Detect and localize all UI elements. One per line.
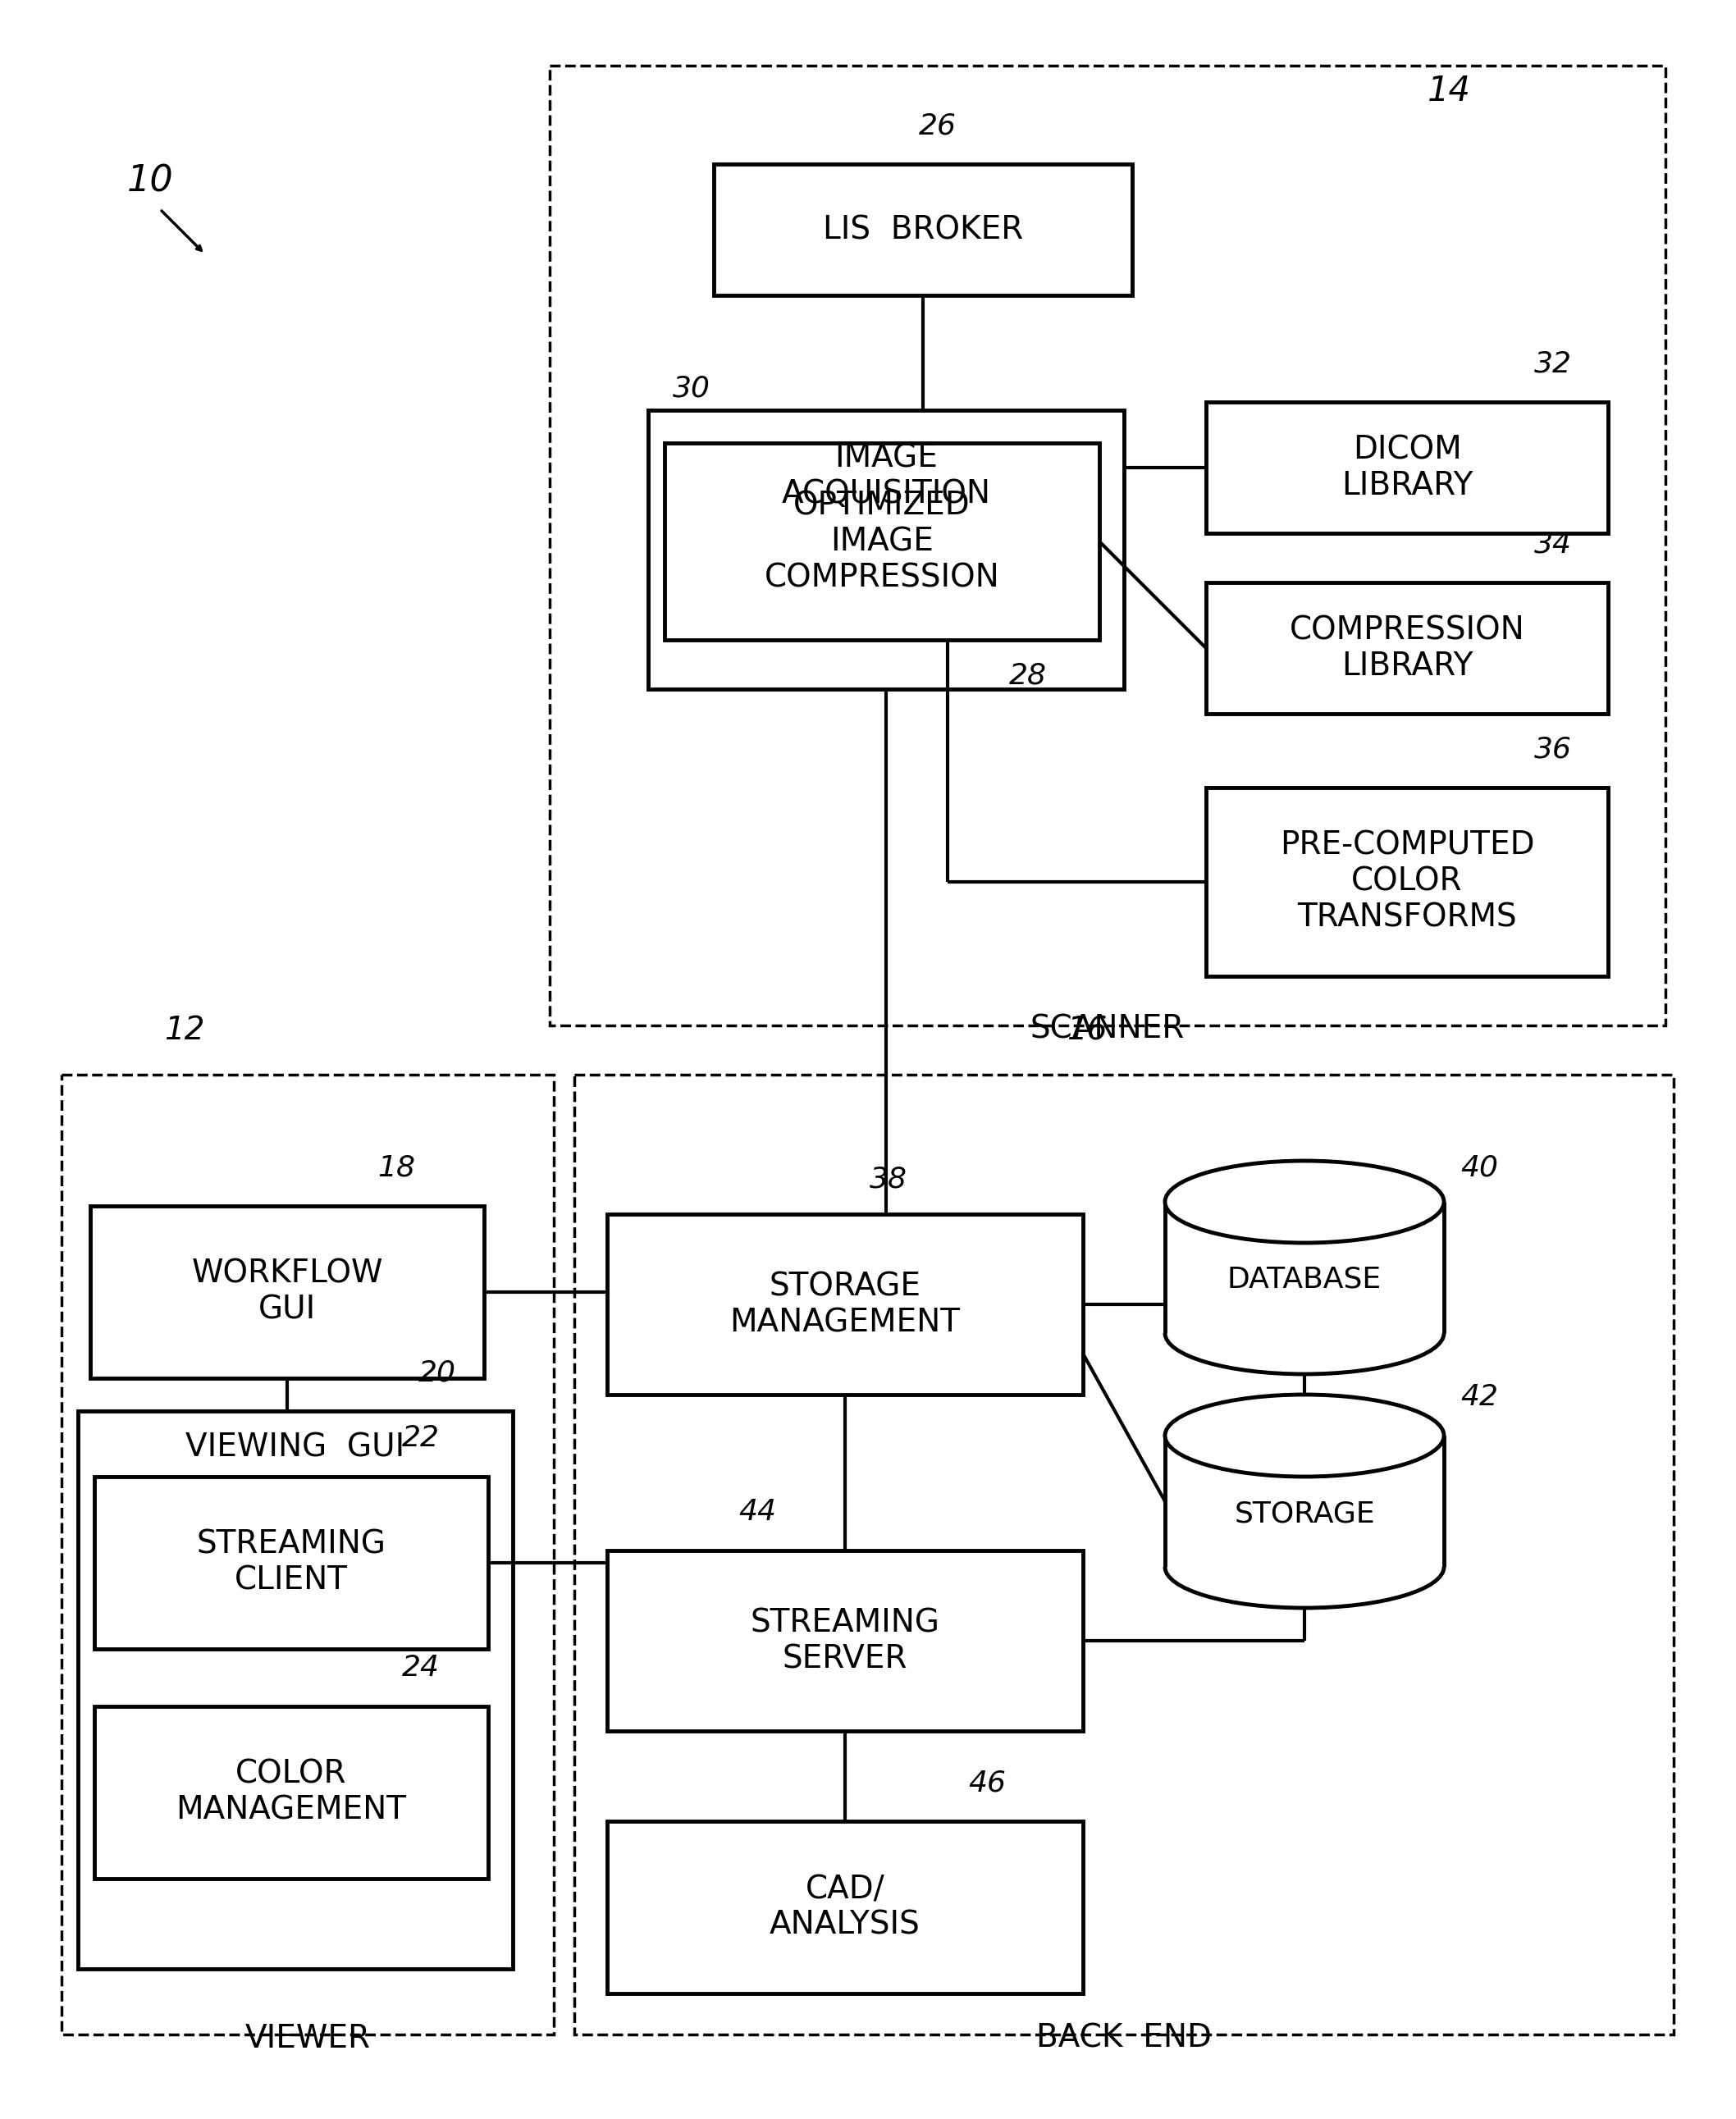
Text: 28: 28 [1009,661,1047,689]
Text: 26: 26 [918,112,957,140]
Text: STORAGE
MANAGEMENT: STORAGE MANAGEMENT [729,1271,960,1337]
Text: 22: 22 [403,1424,439,1452]
Bar [90,1206,484,1377]
Text: DICOM
LIBRARY: DICOM LIBRARY [1342,434,1472,502]
Bar [648,411,1123,689]
Bar [1165,1437,1444,1566]
Text: 12: 12 [165,1015,205,1047]
Text: VIEWING  GUI: VIEWING GUI [186,1432,404,1464]
Bar [713,163,1132,295]
Text: 24: 24 [403,1653,439,1682]
Text: BACK  END: BACK END [1036,2024,1212,2053]
Text: 14: 14 [1427,74,1470,108]
Bar [1207,788,1608,977]
Text: 36: 36 [1535,735,1571,763]
Text: COMPRESSION
LIBRARY: COMPRESSION LIBRARY [1290,615,1524,682]
Text: 32: 32 [1535,350,1571,377]
Text: WORKFLOW
GUI: WORKFLOW GUI [191,1259,384,1326]
Text: 16: 16 [1066,1015,1108,1047]
Text: IMAGE
ACQUISITION: IMAGE ACQUISITION [781,443,991,509]
Bar [550,66,1665,1026]
Text: PRE-COMPUTED
COLOR
TRANSFORMS: PRE-COMPUTED COLOR TRANSFORMS [1279,831,1535,934]
Text: 34: 34 [1535,530,1571,557]
Ellipse shape [1165,1394,1444,1477]
Text: 44: 44 [738,1498,776,1526]
Bar [608,1551,1083,1731]
Text: 40: 40 [1460,1153,1498,1180]
Text: 10: 10 [127,163,174,199]
Bar [94,1706,488,1880]
Text: 20: 20 [418,1358,457,1386]
Text: OPTIMIZED
IMAGE
COMPRESSION: OPTIMIZED IMAGE COMPRESSION [764,489,1000,593]
Bar [665,443,1099,640]
Bar [1165,1201,1444,1333]
Text: 38: 38 [870,1165,908,1193]
Text: LIS  BROKER: LIS BROKER [823,214,1023,246]
Bar [608,1820,1083,1994]
Text: CAD/
ANALYSIS: CAD/ ANALYSIS [769,1873,920,1941]
Bar [78,1411,512,1969]
Ellipse shape [1165,1161,1444,1244]
Text: 46: 46 [969,1769,1005,1797]
Text: STORAGE: STORAGE [1234,1500,1375,1528]
Bar [608,1214,1083,1394]
Text: COLOR
MANAGEMENT: COLOR MANAGEMENT [175,1759,406,1827]
Text: SCANNER: SCANNER [1031,1015,1184,1045]
Bar [94,1477,488,1649]
Text: STREAMING
SERVER: STREAMING SERVER [750,1606,939,1674]
Text: STREAMING
CLIENT: STREAMING CLIENT [196,1530,385,1596]
Text: VIEWER: VIEWER [245,2024,370,2053]
Text: 18: 18 [377,1153,415,1180]
Text: 42: 42 [1460,1384,1498,1411]
Bar [1207,403,1608,534]
Text: DATABASE: DATABASE [1227,1265,1382,1295]
Text: 30: 30 [674,375,710,403]
Bar [61,1074,554,2034]
Bar [1207,583,1608,714]
Bar [575,1074,1674,2034]
